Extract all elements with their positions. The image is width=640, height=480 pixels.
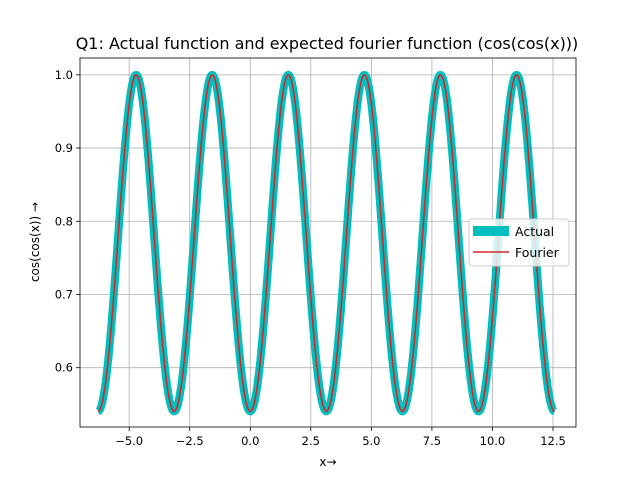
- x-tick-label: 0.0: [241, 434, 259, 448]
- legend-label-fourier: Fourier: [515, 245, 560, 260]
- y-tick-label: 1.0: [55, 68, 73, 82]
- y-tick-label: 0.8: [55, 214, 73, 228]
- x-tick-label: 10.0: [480, 434, 506, 448]
- x-tick-label: 5.0: [362, 434, 380, 448]
- x-tick-label: −5.0: [115, 434, 143, 448]
- ticks: −5.0 −2.5 0.0 2.5 5.0 7.5 10.0 12.5 0.6 0.7 0.8 0.9…: [55, 68, 566, 448]
- series-line-fourier: [97, 74, 555, 413]
- x-tick-label: −2.5: [176, 434, 204, 448]
- y-tick-label: 0.6: [55, 361, 73, 375]
- x-tick-label: 12.5: [540, 434, 566, 448]
- x-tick-label: 2.5: [302, 434, 320, 448]
- y-axis-label: cos(cos(x)) →: [28, 202, 42, 282]
- chart-title: Q1: Actual function and expected fourier…: [76, 34, 579, 53]
- x-tick-label: 7.5: [423, 434, 441, 448]
- plot-frame: [79, 57, 577, 428]
- x-axis-label: x→: [319, 455, 336, 469]
- y-tick-label: 0.7: [55, 287, 73, 301]
- legend: Actual Fourier: [468, 218, 570, 267]
- legend-label-actual: Actual: [515, 224, 554, 239]
- series-layer: [94, 70, 558, 416]
- y-tick-label: 0.9: [55, 141, 73, 155]
